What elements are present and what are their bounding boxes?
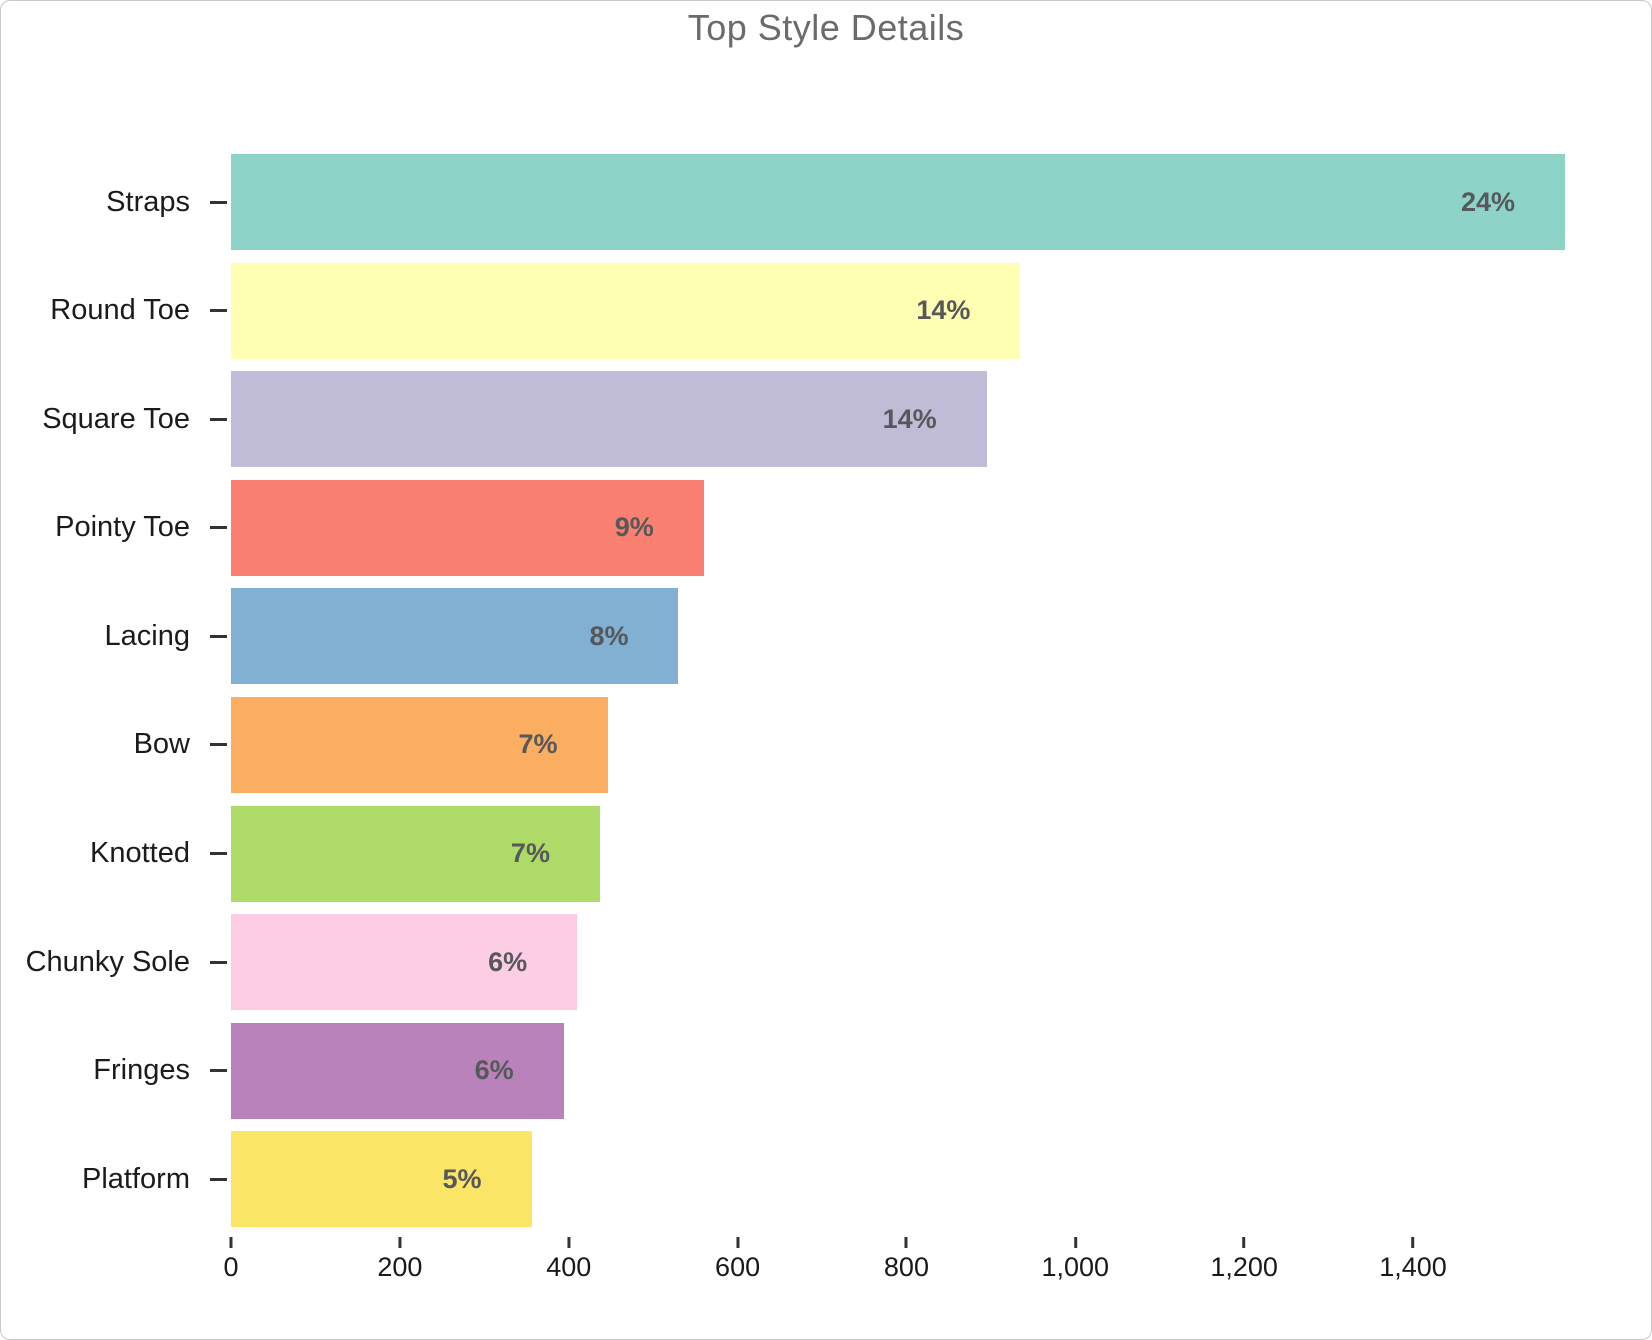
bar-value-label: 9% (614, 512, 654, 543)
bar: 9% (231, 479, 704, 576)
x-axis-tick-mark (567, 1237, 571, 1248)
y-axis-label-group: Lacing (105, 588, 231, 684)
x-axis-tick-label: 200 (377, 1252, 423, 1282)
y-axis-tick (210, 960, 227, 964)
x-axis-tick-label: 0 (223, 1252, 239, 1282)
bar-value-label: 6% (488, 946, 528, 977)
bar-row: Pointy Toe 9% (55, 479, 1641, 576)
bar-value-label: 7% (518, 729, 558, 760)
y-axis-tick (210, 417, 227, 421)
y-axis-tick (210, 743, 227, 747)
y-axis-label: Knotted (90, 837, 190, 870)
bar: 5% (231, 1131, 532, 1228)
y-axis-label: Round Toe (50, 294, 190, 327)
x-axis-tick-mark (1073, 1237, 1077, 1248)
bar-value-label: 8% (589, 620, 629, 651)
y-axis-tick (210, 200, 227, 204)
y-axis-tick (210, 1177, 227, 1181)
bar: 6% (231, 1022, 564, 1119)
y-axis-tick (210, 526, 227, 530)
chart-title: Top Style Details (687, 7, 965, 48)
y-axis-label: Chunky Sole (25, 945, 190, 978)
x-axis-tick: 1,200 (1210, 1237, 1278, 1283)
y-axis-label-group: Fringes (93, 1023, 231, 1119)
x-axis-tick-mark (1242, 1237, 1246, 1248)
y-axis-tick (210, 634, 227, 638)
x-axis-tick: 1,000 (1041, 1237, 1110, 1283)
bar-value-label: 7% (510, 838, 550, 869)
y-axis-label: Fringes (93, 1054, 190, 1087)
x-axis: 0 200 400 600 800 1,000 1,200 1,400 (223, 1237, 1641, 1307)
bar: 14% (231, 262, 1021, 359)
x-axis-tick-mark (904, 1237, 908, 1248)
bar-value-label: 5% (442, 1163, 482, 1194)
x-axis-tick-mark (1411, 1237, 1415, 1248)
bar-row: Fringes 6% (93, 1022, 1641, 1119)
bar-row: Knotted 7% (90, 805, 1641, 902)
y-axis-tick (210, 1069, 227, 1073)
x-axis-tick-label: 400 (546, 1252, 592, 1282)
y-axis-label: Bow (133, 728, 190, 761)
bar: 6% (231, 914, 578, 1011)
bar-row: Round Toe 14% (50, 262, 1641, 359)
x-axis-tick: 0 (223, 1237, 239, 1283)
x-axis-tick: 200 (377, 1237, 422, 1283)
y-axis-label: Lacing (104, 619, 190, 652)
y-axis-label-group: Knotted (90, 806, 231, 902)
x-axis-tick-label: 800 (883, 1252, 929, 1282)
bar: 24% (231, 154, 1565, 250)
bar: 7% (231, 696, 608, 793)
y-axis-label-group: Round Toe (50, 263, 231, 359)
x-axis-tick-label: 1,200 (1210, 1252, 1278, 1282)
bar: 14% (231, 371, 987, 468)
y-axis-tick (210, 309, 227, 313)
x-axis-tick-mark (398, 1237, 402, 1248)
y-axis-label: Pointy Toe (55, 511, 190, 544)
bar-value-label: 24% (1460, 186, 1515, 217)
x-axis-tick: 400 (546, 1237, 591, 1283)
bar-row: Straps 24% (106, 154, 1641, 250)
bar-row: Bow 7% (134, 696, 1641, 793)
y-axis-label-group: Chunky Sole (26, 914, 231, 1010)
bar-row: Lacing 8% (105, 588, 1641, 685)
y-axis-label-group: Square Toe (42, 371, 231, 467)
x-axis-tick-label: 1,000 (1041, 1252, 1110, 1282)
x-axis-tick: 800 (884, 1237, 929, 1283)
bar-row: Chunky Sole 6% (26, 914, 1641, 1011)
y-axis-tick (210, 852, 227, 856)
y-axis-label-group: Pointy Toe (55, 480, 231, 576)
x-axis-tick: 600 (715, 1237, 760, 1283)
bar: 8% (231, 588, 679, 685)
y-axis-label: Straps (106, 185, 190, 218)
bar-row: Platform 5% (82, 1131, 1641, 1228)
bar-value-label: 14% (916, 295, 971, 326)
bar: 7% (231, 805, 600, 902)
bar-value-label: 6% (474, 1055, 514, 1086)
bar-value-label: 14% (882, 403, 937, 434)
y-axis-label: Square Toe (42, 402, 190, 435)
bar-row: Square Toe 14% (42, 371, 1641, 468)
x-axis-tick-label: 1,400 (1379, 1252, 1447, 1282)
y-axis-label-group: Bow (134, 697, 231, 793)
y-axis-label-group: Platform (82, 1131, 231, 1227)
x-axis-tick-label: 600 (715, 1252, 761, 1282)
y-axis-label-group: Straps (106, 154, 231, 250)
y-axis-label: Platform (82, 1162, 190, 1195)
plot-area: Straps 24% Round Toe 14% Square Toe 14% Pointy… (26, 154, 1641, 1228)
x-axis-tick: 1,400 (1379, 1237, 1447, 1283)
x-axis-tick-mark (736, 1237, 740, 1248)
x-axis-tick-mark (229, 1237, 233, 1248)
